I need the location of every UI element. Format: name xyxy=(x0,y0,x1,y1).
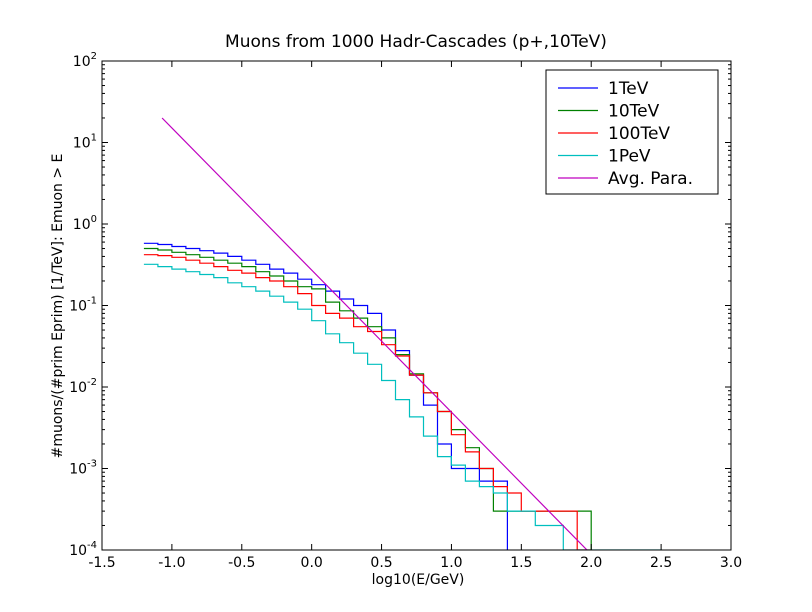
x-tick-label: 2.5 xyxy=(650,555,672,571)
plot-area xyxy=(143,117,662,550)
y-tick-label: 101 xyxy=(73,133,97,152)
y-axis: 10-4 10-3 10-2 10-1 100 101 102 xyxy=(69,51,731,559)
legend-label-100tev: 100TeV xyxy=(608,124,670,144)
x-tick-label: -1.5 xyxy=(88,555,115,571)
x-tick-label: -1.0 xyxy=(158,555,185,571)
series-line-1pev xyxy=(143,263,662,550)
legend-label-avg-para: Avg. Para. xyxy=(608,169,693,189)
y-tick-label: 100 xyxy=(73,214,97,233)
x-tick-label: 2.0 xyxy=(580,555,602,571)
x-tick-label: 0.0 xyxy=(301,555,323,571)
series-line-100tev xyxy=(143,254,592,550)
y-axis-label: #muons/(#prim Eprim) [1/TeV]: Emuon > E xyxy=(50,154,66,459)
x-tick-label: 0.5 xyxy=(370,555,392,571)
x-axis: -1.5 -1.0 -0.5 0.0 0.5 1.0 1.5 2.0 2.5 3.0 xyxy=(88,61,742,571)
x-tick-label: 1.5 xyxy=(510,555,532,571)
y-tick-label: 10-2 xyxy=(69,377,97,396)
y-tick-label: 102 xyxy=(73,51,97,70)
y-tick-label: 10-1 xyxy=(69,296,97,315)
series-line-10tev xyxy=(143,247,592,550)
series-line-avg-para xyxy=(161,117,588,550)
legend-label-1tev: 1TeV xyxy=(608,79,649,99)
y-tick-label: 10-4 xyxy=(69,540,97,559)
y-tick-label: 10-3 xyxy=(69,459,97,478)
legend-label-10tev: 10TeV xyxy=(608,102,660,122)
x-axis-label: log10(E/GeV) xyxy=(372,572,465,588)
x-tick-label: 1.0 xyxy=(440,555,462,571)
x-tick-label: -0.5 xyxy=(228,555,255,571)
legend-label-1pev: 1PeV xyxy=(608,147,651,167)
legend-box xyxy=(545,69,719,195)
chart-title: Muons from 1000 Hadr-Cascades (p+,10TeV) xyxy=(225,32,607,52)
x-tick-label: 3.0 xyxy=(720,555,742,571)
